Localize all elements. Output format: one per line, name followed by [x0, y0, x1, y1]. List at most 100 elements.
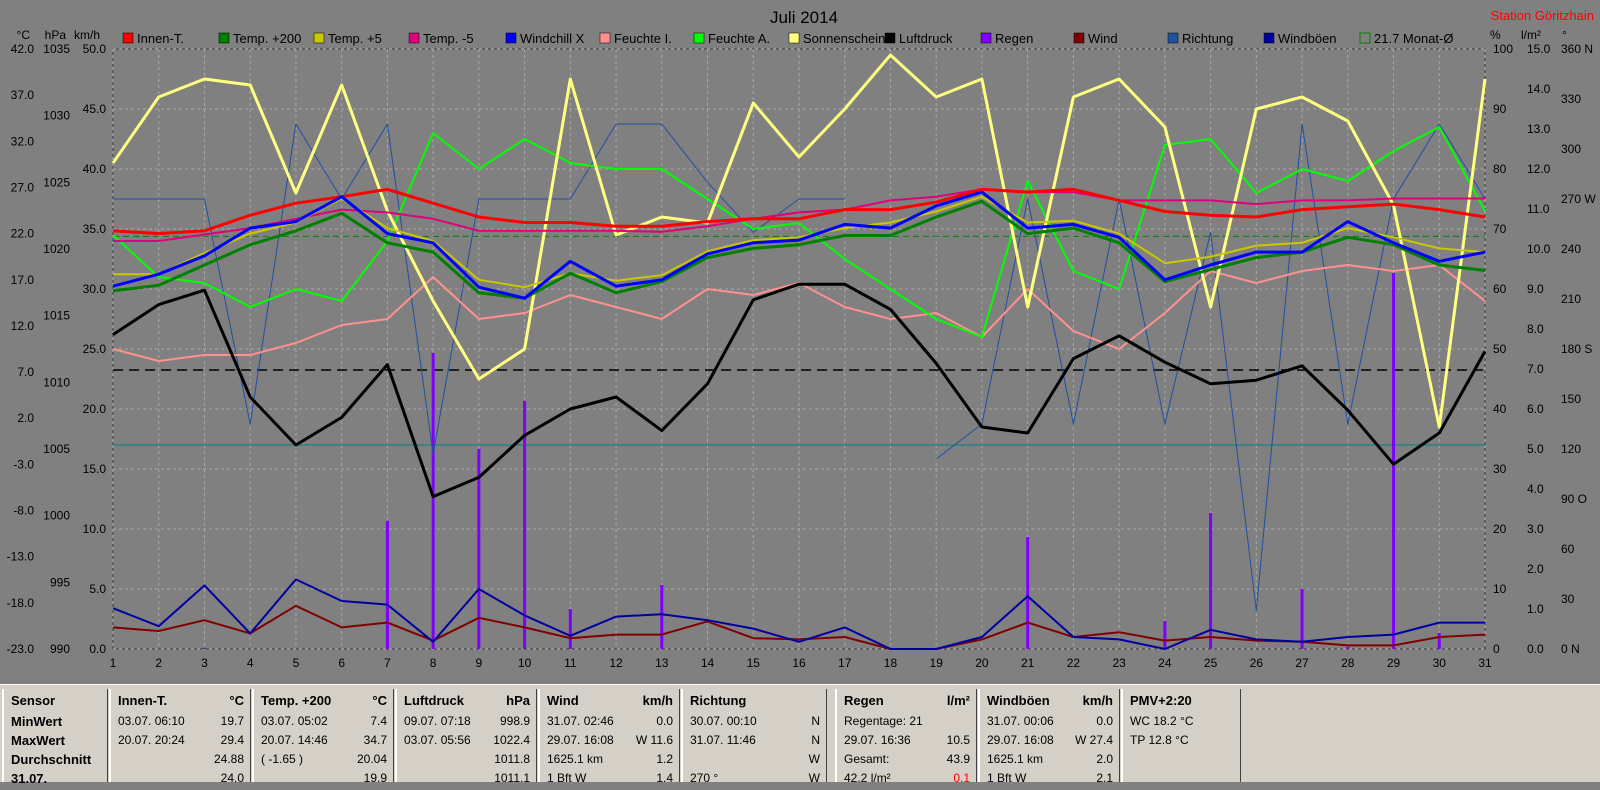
stats-row-label: MaxWert — [11, 733, 65, 748]
series-line-feuchte-a- — [112, 126, 1486, 338]
tick-label: 1.0 — [1527, 602, 1544, 616]
legend-label: Windböen — [1278, 31, 1337, 46]
series-line-sonnenschein — [111, 53, 1487, 429]
legend-label: Sonnenschein — [803, 31, 885, 46]
tick-label: 25.0 — [83, 342, 107, 356]
tick-label: 300 — [1561, 142, 1581, 156]
x-tick-label: 3 — [201, 656, 208, 670]
x-tick-label: 29 — [1387, 656, 1401, 670]
x-tick-label: 16 — [792, 656, 806, 670]
x-tick-label: 13 — [655, 656, 669, 670]
stats-sensor-title: Sensor — [11, 693, 56, 708]
legend-swatch — [1359, 32, 1371, 44]
x-tick-label: 20 — [975, 656, 989, 670]
stats-cell: Regentage: 21 — [844, 714, 923, 728]
tick-label: 2.0 — [1527, 562, 1544, 576]
legend-swatch — [599, 32, 611, 44]
legend-swatch — [788, 32, 800, 44]
tick-label: 4.0 — [1527, 482, 1544, 496]
series-line-luftdruck — [112, 282, 1487, 499]
stats-cell: Gesamt: — [844, 752, 890, 766]
stats-cell: 2.0 — [1096, 752, 1113, 766]
series-line-temp-5 — [113, 188, 1485, 242]
tick-label: 1020 — [43, 242, 70, 256]
legend-label: Temp. -5 — [423, 31, 474, 46]
axis-labels: 42.037.032.027.022.017.012.07.02.0-3.0-8… — [7, 28, 1597, 670]
x-tick-label: 25 — [1204, 656, 1218, 670]
stats-cell: 31.07. 00:06 — [987, 714, 1054, 728]
x-tick-label: 7 — [384, 656, 391, 670]
tick-label: 35.0 — [83, 222, 107, 236]
tick-label: -8.0 — [13, 504, 34, 518]
series-line-richtung — [113, 123, 845, 455]
x-tick-label: 30 — [1433, 656, 1447, 670]
tick-label: 10 — [1493, 582, 1507, 596]
legend-label: 21.7 Monat-Ø — [1374, 31, 1454, 46]
tick-label: -23.0 — [7, 642, 35, 656]
x-tick-label: 10 — [518, 656, 532, 670]
x-tick-label: 19 — [930, 656, 944, 670]
stats-cell: 20.07. 14:46 — [261, 733, 328, 747]
stats-cell: 29.07. 16:08 — [547, 733, 614, 747]
stats-cell: 1625.1 km — [547, 752, 604, 766]
stats-cell: 0.0 — [1096, 714, 1113, 728]
legend-label: Temp. +5 — [328, 31, 382, 46]
x-tick-label: 8 — [430, 656, 437, 670]
stats-cell: TP 12.8 °C — [1130, 733, 1189, 747]
stats-cell: 19.7 — [220, 714, 244, 728]
stats-cell: 03.07. 05:56 — [404, 733, 471, 747]
tick-label: 37.0 — [11, 88, 35, 102]
tick-label: 15.0 — [83, 462, 107, 476]
series-lines — [111, 53, 1487, 650]
tick-label: 90 O — [1561, 492, 1587, 506]
tick-label: 1025 — [43, 175, 70, 189]
tick-label: 70 — [1493, 222, 1507, 236]
tick-label: 6.0 — [1527, 402, 1544, 416]
stats-wind-unit: km/h — [642, 693, 673, 708]
tick-label: 13.0 — [1527, 122, 1551, 136]
stats-sensor: Sensor MinWert MaxWert Durchschnitt 31.0… — [2, 689, 108, 786]
station-label: Station Göritzhain — [1491, 8, 1594, 23]
legend-swatch — [1263, 32, 1275, 44]
x-tick-label: 6 — [338, 656, 345, 670]
axis-unit: % — [1490, 28, 1501, 42]
legend: Innen-T. Temp. +200 Temp. +5 Temp. -5 Windch… — [122, 31, 1454, 46]
tick-label: 990 — [50, 642, 70, 656]
tick-label: 0.0 — [89, 642, 106, 656]
stats-temp200-title: Temp. +200 — [261, 693, 332, 708]
stats-cell: 30.07. 00:10 — [690, 714, 757, 728]
stats-cell: 0.0 — [656, 714, 673, 728]
tick-label: 0.0 — [1527, 642, 1544, 656]
tick-label: 1000 — [43, 509, 70, 523]
stats-cell: 03.07. 06:10 — [118, 714, 185, 728]
rain-bars — [202, 273, 1441, 649]
series-line-temp-200 — [112, 199, 1486, 300]
stats-cell: 03.07. 05:02 — [261, 714, 328, 728]
stats-innen-unit: °C — [229, 693, 244, 708]
x-tick-label: 17 — [838, 656, 852, 670]
series-line-windb-en — [112, 578, 1485, 650]
legend-swatch — [218, 32, 230, 44]
x-tick-label: 21 — [1021, 656, 1035, 670]
tick-label: 120 — [1561, 442, 1581, 456]
stats-cell: N — [811, 733, 820, 747]
legend-label: Innen-T. — [137, 31, 184, 46]
tick-label: 1005 — [43, 442, 70, 456]
x-tick-label: 5 — [293, 656, 300, 670]
tick-label: 12.0 — [1527, 162, 1551, 176]
stats-cell: ( -1.65 ) — [261, 752, 304, 766]
tick-label: 10.0 — [83, 522, 107, 536]
x-tick-label: 14 — [701, 656, 715, 670]
tick-label: 32.0 — [11, 134, 35, 148]
axis-unit: hPa — [45, 28, 67, 42]
stats-windboeen: Windböen km/h 31.07. 00:06 0.0 29.07. 16:0… — [978, 689, 1120, 785]
stats-cell: 7.4 — [370, 714, 387, 728]
legend-label: Feuchte I. — [614, 31, 672, 46]
tick-label: 30 — [1493, 462, 1507, 476]
series-line-wind — [112, 604, 1486, 650]
tick-label: 40 — [1493, 402, 1507, 416]
tick-label: 0 N — [1561, 642, 1580, 656]
legend-label: Luftdruck — [899, 31, 953, 46]
stats-luftdruck-title: Luftdruck — [404, 693, 464, 708]
stats-richtung: Richtung 30.07. 00:10 N 31.07. 11:46 N W 2… — [681, 689, 827, 785]
